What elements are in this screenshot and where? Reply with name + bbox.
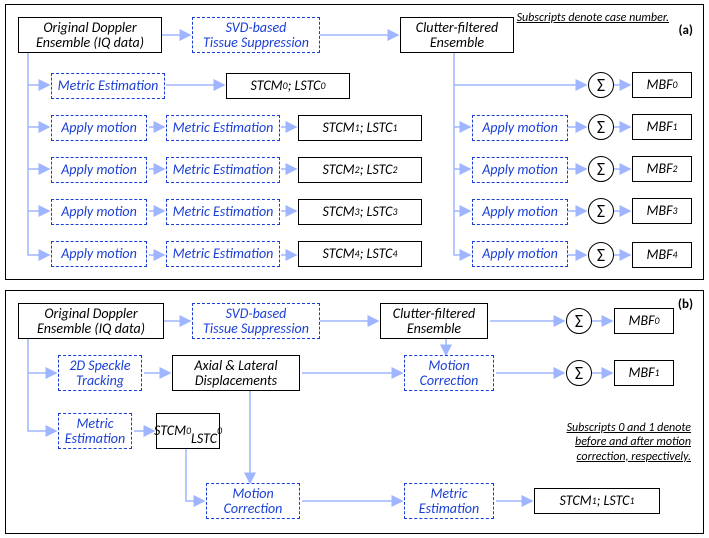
a-mbf-2: MBF2	[632, 156, 692, 182]
a-sigma-1: Σ	[588, 114, 614, 140]
a-metric-4: Metric Estimation	[166, 241, 280, 267]
b-tag: (b)	[678, 297, 693, 312]
a-stlc-3: STCM3 ; LSTC3	[298, 199, 422, 225]
b-mbf-1: MBF1	[614, 360, 674, 386]
b-mbf-0: MBF0	[614, 308, 674, 334]
a-tag: (a)	[678, 23, 693, 38]
a-metric-0: Metric Estimation	[51, 73, 165, 99]
a-mbf-4: MBF4	[632, 242, 692, 268]
a-r-apply-1: Apply motion	[472, 115, 568, 141]
a-stlc-1: STCM1 ; LSTC1	[298, 115, 422, 141]
a-apply-1: Apply motion	[51, 115, 147, 141]
a-metric-2: Metric Estimation	[166, 157, 280, 183]
a-metric-3: Metric Estimation	[166, 199, 280, 225]
b-stcm-0: STCM0LSTC0	[156, 413, 220, 449]
b-clutter-filtered: Clutter-filteredEnsemble	[380, 303, 488, 339]
b-metric-1: MetricEstimation	[404, 483, 494, 519]
a-r-apply-4: Apply motion	[472, 241, 568, 267]
a-r-apply-2: Apply motion	[472, 157, 568, 183]
b-metric-0: MetricEstimation	[58, 413, 132, 449]
b-motion-corr-top: MotionCorrection	[404, 355, 494, 391]
b-sigma-1: Σ	[566, 360, 592, 386]
a-apply-2: Apply motion	[51, 157, 147, 183]
b-speckle-tracking: 2D SpeckleTracking	[58, 355, 142, 391]
b-sigma-0: Σ	[566, 308, 592, 334]
a-stlc-4: STCM4 ; LSTC4	[298, 241, 422, 267]
b-motion-corr-bottom: MotionCorrection	[206, 483, 300, 519]
a-r-apply-3: Apply motion	[472, 199, 568, 225]
a-apply-4: Apply motion	[51, 241, 147, 267]
a-clutter-filtered: Clutter-filteredEnsemble	[400, 17, 514, 53]
a-metric-1: Metric Estimation	[166, 115, 280, 141]
a-mbf-0: MBF0	[632, 72, 692, 98]
a-apply-3: Apply motion	[51, 199, 147, 225]
a-sigma-4: Σ	[588, 242, 614, 268]
b-stcm-1: STCM1 ; LSTC1	[534, 488, 660, 514]
b-original-doppler: Original DopplerEnsemble (IQ data)	[18, 303, 164, 339]
a-sigma-2: Σ	[588, 156, 614, 182]
panel-b: Original DopplerEnsemble (IQ data) SVD-b…	[5, 290, 704, 534]
b-note: Subscripts 0 and 1 denotebefore and afte…	[521, 421, 691, 464]
a-stlc-0: STCM0 ; LSTC0	[226, 73, 350, 99]
a-svd: SVD-basedTissue Suppression	[192, 17, 320, 53]
a-stlc-2: STCM2 ; LSTC2	[298, 157, 422, 183]
panel-a: Original DopplerEnsemble (IQ data) SVD-b…	[5, 4, 704, 280]
a-note: Subscripts denote case number.	[517, 11, 669, 25]
a-mbf-1: MBF1	[632, 114, 692, 140]
b-svd: SVD-basedTissue Suppression	[192, 303, 320, 339]
a-sigma-0: Σ	[588, 72, 614, 98]
a-original-doppler: Original DopplerEnsemble (IQ data)	[18, 17, 162, 53]
a-sigma-3: Σ	[588, 198, 614, 224]
a-mbf-3: MBF3	[632, 198, 692, 224]
b-displacements: Axial & LateralDisplacements	[172, 355, 300, 391]
